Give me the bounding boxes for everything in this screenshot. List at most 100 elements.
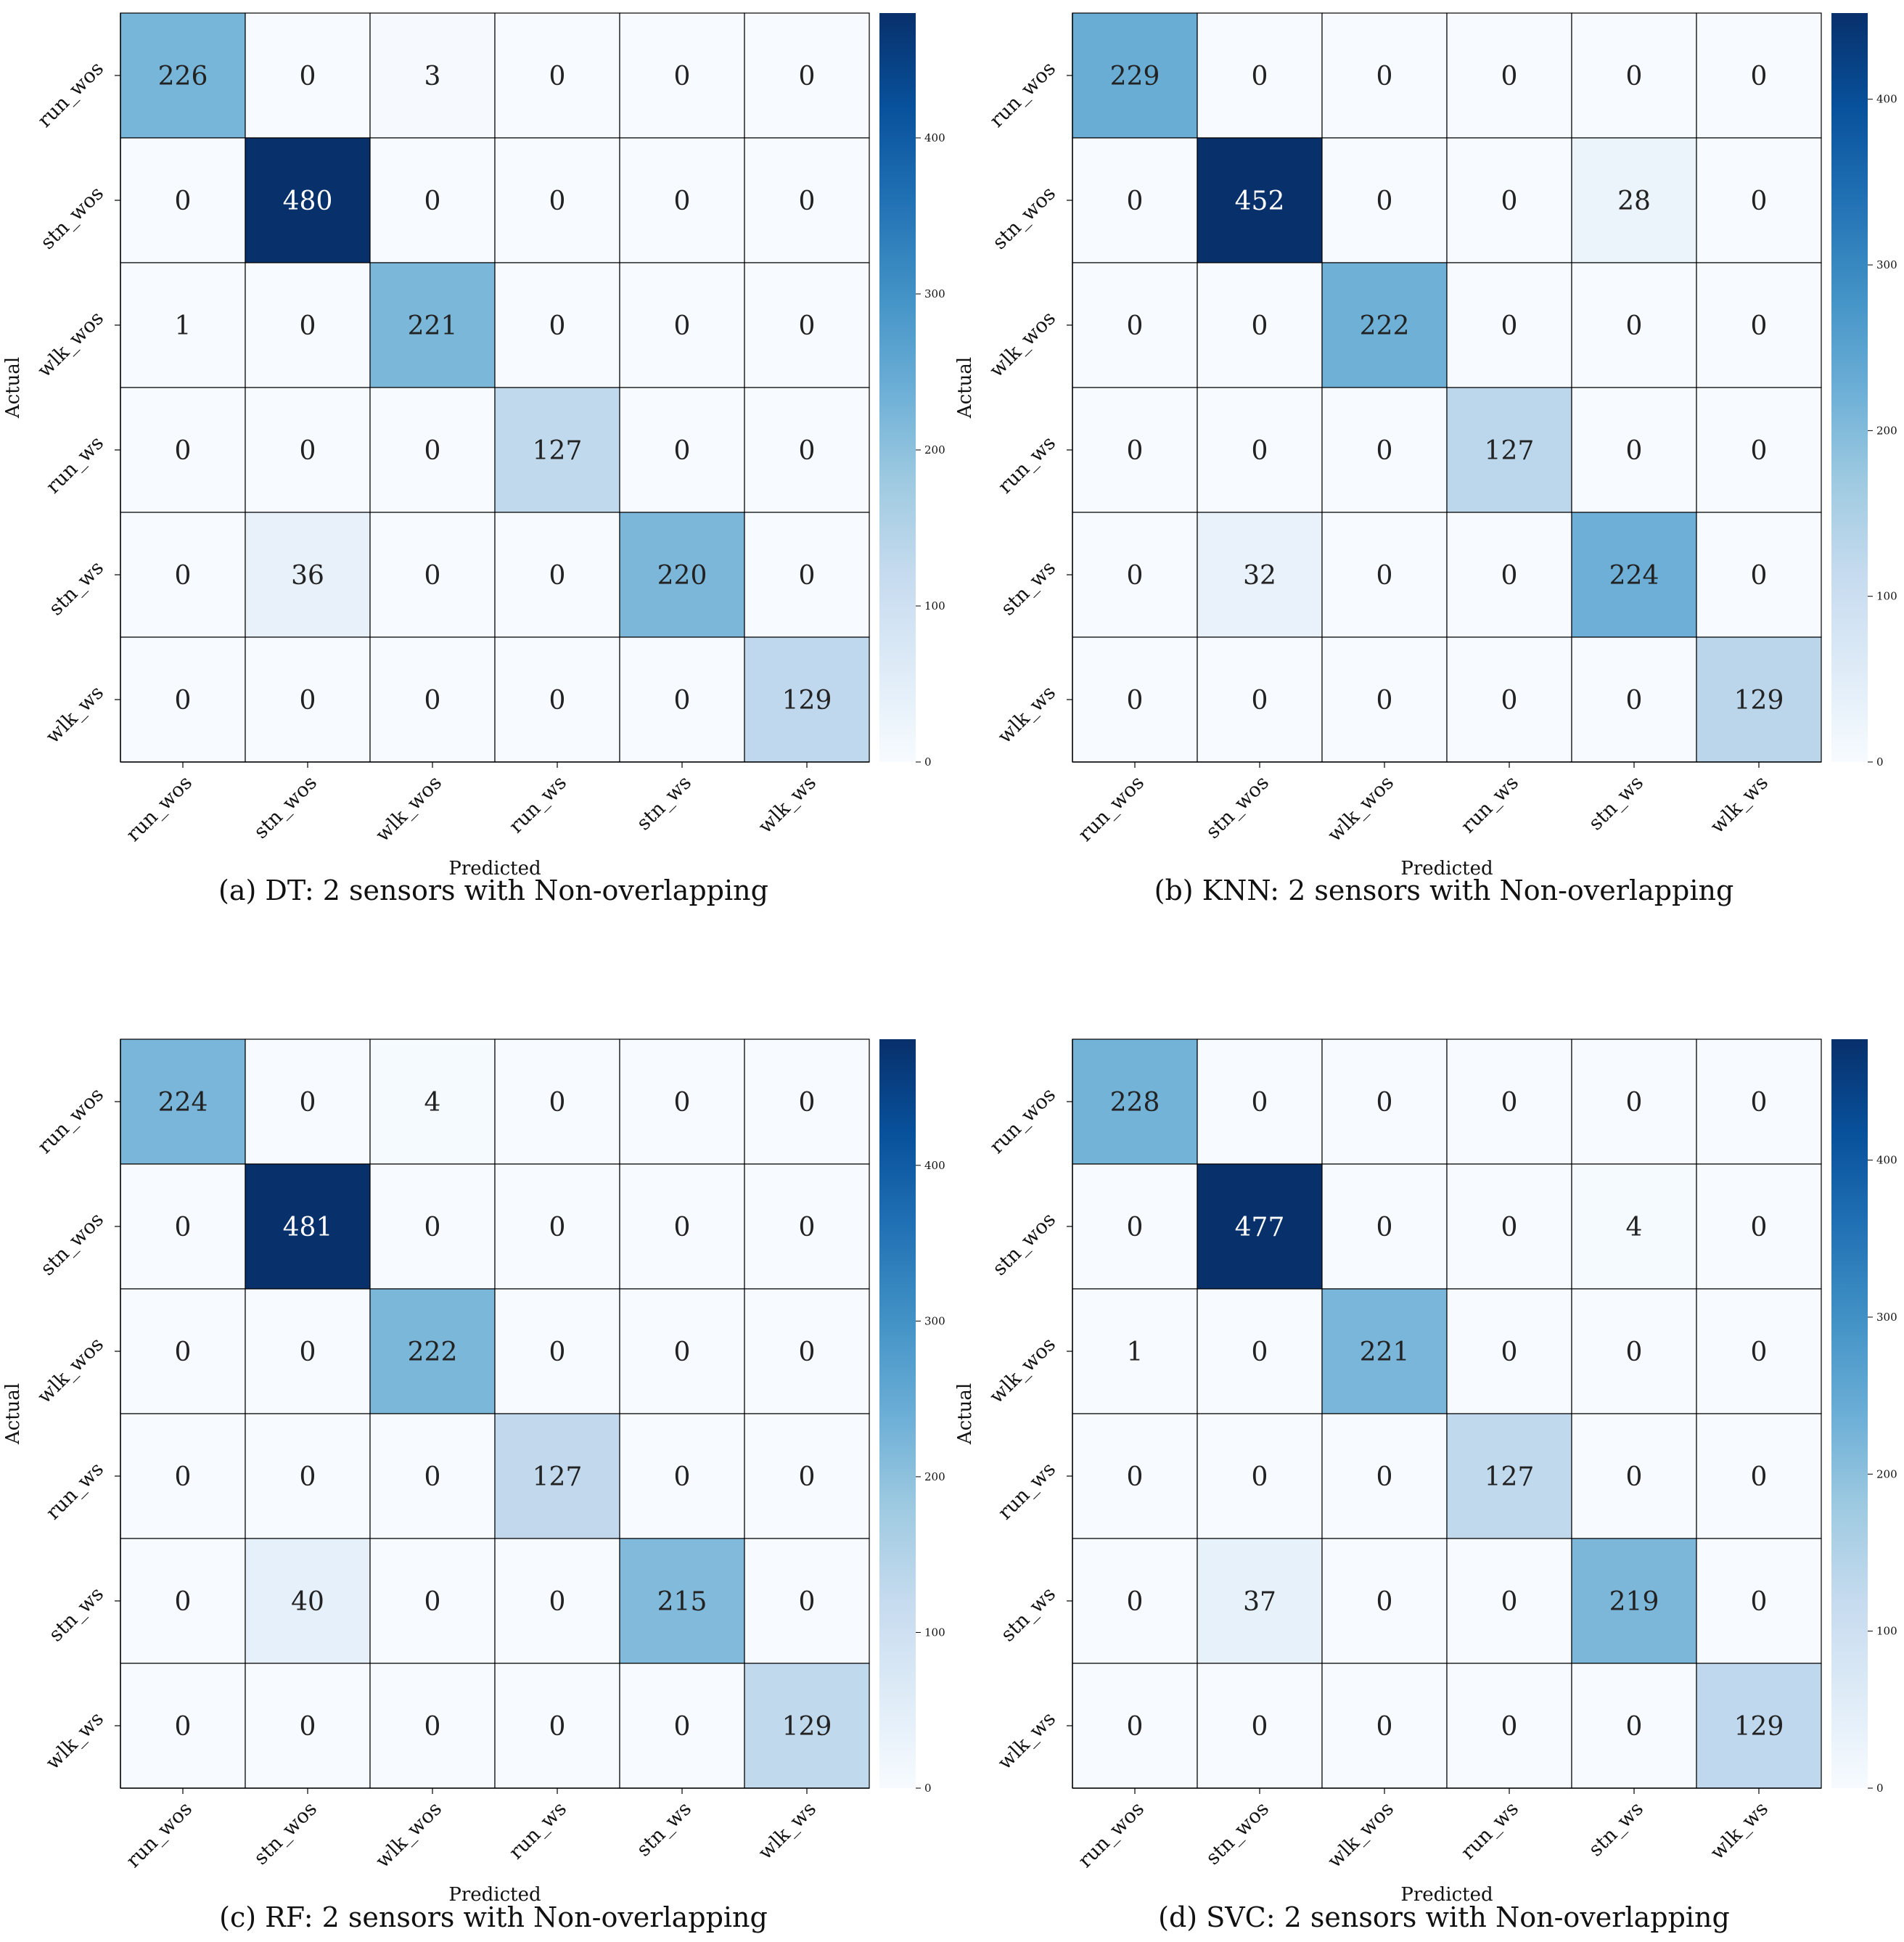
heatmap-cell <box>1072 636 1198 763</box>
y-tick-label: run_wos <box>33 1083 108 1158</box>
heatmap-cell <box>120 636 246 763</box>
cell-value-label: 0 <box>549 1712 566 1742</box>
heatmap-cell <box>1571 137 1697 263</box>
cell-value-label: 0 <box>175 1587 192 1617</box>
heatmap-cell <box>619 512 745 638</box>
cell-value-label: 0 <box>1252 686 1268 716</box>
cell-value-label: 0 <box>549 62 566 91</box>
heatmap-cell <box>120 12 246 139</box>
heatmap-cell <box>1072 387 1198 513</box>
heatmap-cell <box>245 262 371 388</box>
heatmap-cell <box>1446 262 1572 388</box>
cell-value-label: 0 <box>1127 436 1144 466</box>
cell-value-label: 40 <box>291 1587 324 1617</box>
heatmap-cell <box>1072 137 1198 263</box>
cell-value-label: 3 <box>424 62 441 91</box>
colorbar <box>879 1039 916 1788</box>
heatmap-cell <box>1197 387 1323 513</box>
y-tick-label: stn_wos <box>988 1208 1060 1280</box>
x-tick-label: run_wos <box>122 1798 197 1872</box>
x-tick-label: run_ws <box>505 771 571 837</box>
cell-value-label: 0 <box>549 1337 566 1367</box>
heatmap-cell <box>1072 1538 1198 1664</box>
cell-value-label: 0 <box>424 1587 441 1617</box>
heatmap-cell <box>744 1663 870 1789</box>
x-tick-label: stn_ws <box>633 1798 696 1861</box>
cell-value-label: 0 <box>175 1712 192 1742</box>
cell-value-label: 0 <box>799 311 816 341</box>
cell-value-label: 0 <box>175 561 192 591</box>
x-axis-title: Predicted <box>1400 858 1493 880</box>
heatmap-cell <box>245 1663 371 1789</box>
heatmap-cell <box>245 1288 371 1414</box>
heatmap-cell <box>369 12 496 139</box>
heatmap-cell <box>619 1538 745 1664</box>
cell-value-label: 0 <box>674 686 691 716</box>
colorbar-tick-label: 400 <box>924 131 945 144</box>
heatmap-cell <box>369 262 496 388</box>
y-tick-label: run_ws <box>994 432 1060 498</box>
cell-value-label: 221 <box>408 311 458 341</box>
panel-caption-a: (a) DT: 2 sensors with Non-overlapping <box>218 874 768 906</box>
y-tick-label: wlk_wos <box>33 307 108 382</box>
cell-value-label: 0 <box>1252 1088 1268 1118</box>
heatmap-cell <box>120 512 246 638</box>
colorbar <box>1831 1039 1868 1788</box>
y-tick-label: stn_ws <box>45 1583 108 1646</box>
heatmap-cell <box>1446 512 1572 638</box>
heatmap-cell <box>1197 262 1323 388</box>
colorbar-tick-label: 200 <box>1876 1467 1897 1480</box>
cell-value-label: 0 <box>674 187 691 216</box>
heatmap-cell <box>1571 1163 1697 1290</box>
heatmap-cell <box>1696 1288 1822 1414</box>
heatmap-cell <box>1571 262 1697 388</box>
cell-value-label: 0 <box>674 436 691 466</box>
x-tick-label: wlk_wos <box>372 1798 446 1872</box>
heatmap-cell <box>1321 636 1448 763</box>
cell-value-label: 0 <box>1127 686 1144 716</box>
heatmap-cell <box>245 12 371 139</box>
heatmap-cell <box>1197 1288 1323 1414</box>
panel-caption-d: (d) SVC: 2 sensors with Non-overlapping <box>1158 1901 1730 1933</box>
y-tick-label: wlk_ws <box>993 681 1060 748</box>
heatmap-cell <box>494 262 620 388</box>
y-tick-label: wlk_ws <box>41 681 108 748</box>
heatmap-cell <box>1571 1288 1697 1414</box>
x-axis-title: Predicted <box>1400 1884 1493 1906</box>
heatmap-cell <box>1696 12 1822 139</box>
cell-value-label: 28 <box>1617 187 1651 216</box>
cell-value-label: 0 <box>1626 1088 1643 1118</box>
cell-value-label: 0 <box>424 1213 441 1242</box>
heatmap-cell <box>1321 1663 1448 1789</box>
heatmap-cell <box>369 1288 496 1414</box>
heatmap-cell <box>1446 12 1572 139</box>
cell-value-label: 0 <box>1376 561 1393 591</box>
cell-value-label: 0 <box>1252 436 1268 466</box>
heatmap-cell <box>1197 636 1323 763</box>
x-tick-label: run_ws <box>505 1798 571 1864</box>
heatmap-cell <box>120 1163 246 1290</box>
cell-value-label: 4 <box>1626 1213 1643 1242</box>
colorbar-tick-label: 200 <box>924 1470 945 1483</box>
heatmap-cell <box>1197 512 1323 638</box>
x-tick-label: wlk_ws <box>754 771 821 838</box>
heatmap-cell <box>120 1538 246 1664</box>
y-tick-label: run_wos <box>33 57 108 132</box>
heatmap-cell <box>120 1038 246 1165</box>
heatmap-cell <box>245 137 371 263</box>
colorbar-tick-label: 300 <box>1876 1311 1897 1324</box>
cell-value-label: 0 <box>300 1712 316 1742</box>
x-tick-label: stn_wos <box>1202 771 1273 843</box>
cell-value-label: 215 <box>657 1587 707 1617</box>
cell-value-label: 0 <box>549 686 566 716</box>
heatmap-cell <box>494 12 620 139</box>
cell-value-label: 0 <box>1376 436 1393 466</box>
cell-value-label: 0 <box>1751 187 1768 216</box>
y-axis-title: Actual <box>954 1383 976 1445</box>
heatmap-cell <box>120 1413 246 1539</box>
heatmap-cell <box>744 1163 870 1290</box>
cell-value-label: 0 <box>1626 1337 1643 1367</box>
cell-value-label: 220 <box>657 561 707 591</box>
x-axis-title: Predicted <box>448 858 541 880</box>
y-tick-label: stn_wos <box>36 182 108 254</box>
